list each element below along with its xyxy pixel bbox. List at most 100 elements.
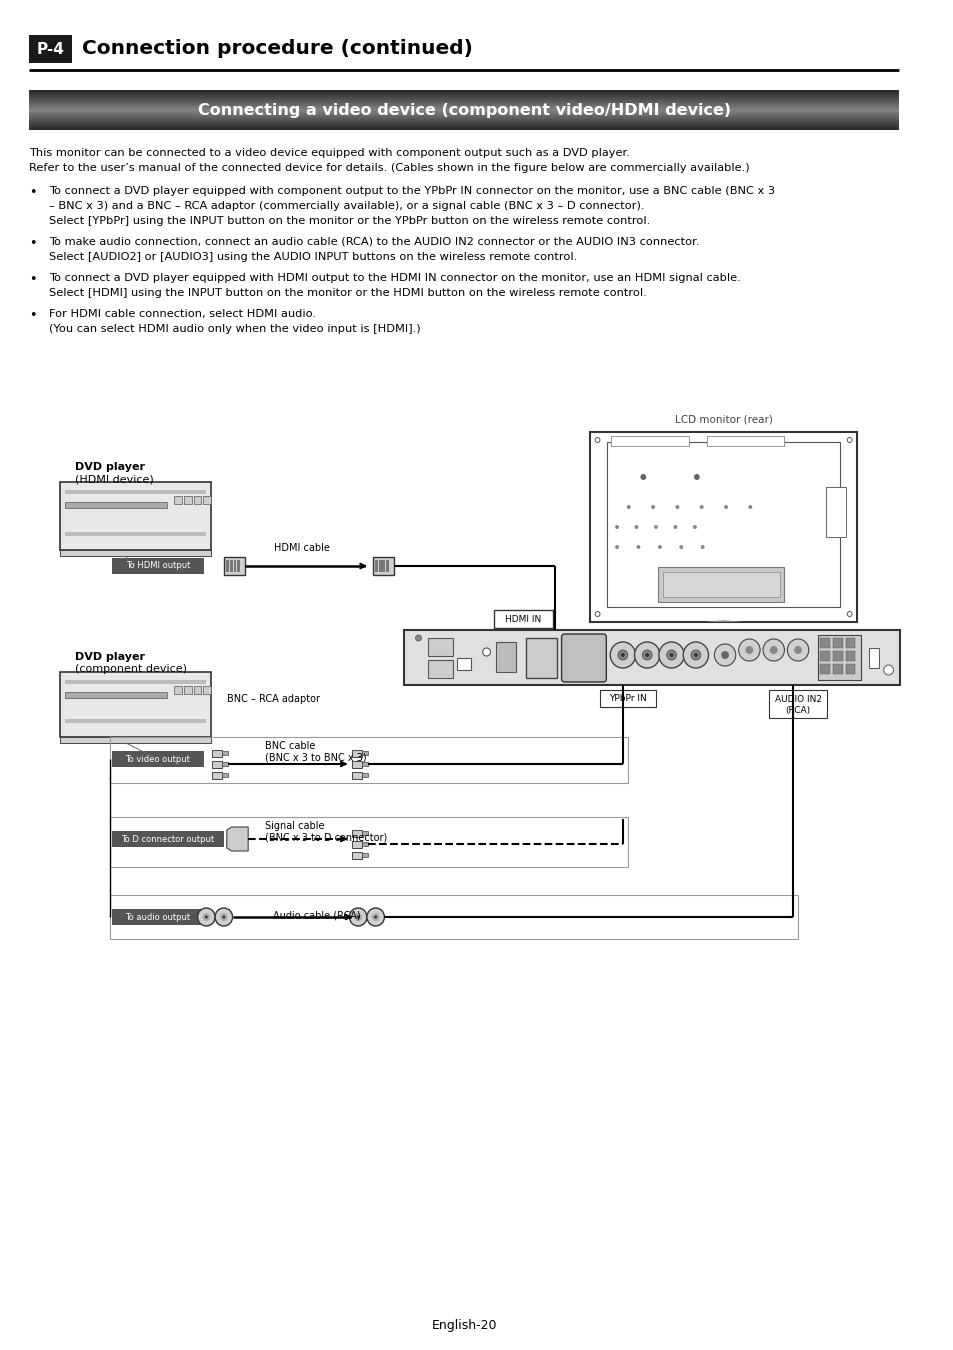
Bar bbox=[352, 772, 362, 779]
Bar bbox=[233, 560, 236, 572]
Circle shape bbox=[846, 612, 851, 617]
Bar bbox=[817, 634, 861, 680]
Circle shape bbox=[679, 545, 682, 549]
Circle shape bbox=[675, 505, 679, 509]
Circle shape bbox=[786, 639, 808, 662]
Bar bbox=[112, 909, 204, 925]
Bar bbox=[362, 761, 368, 765]
Bar bbox=[496, 643, 516, 672]
Circle shape bbox=[762, 639, 783, 662]
Bar bbox=[611, 436, 688, 446]
Bar bbox=[212, 751, 222, 757]
Text: YPbPr IN: YPbPr IN bbox=[608, 694, 646, 703]
Bar bbox=[382, 560, 385, 572]
Circle shape bbox=[723, 505, 727, 509]
Circle shape bbox=[714, 644, 735, 666]
Circle shape bbox=[634, 525, 638, 529]
FancyBboxPatch shape bbox=[561, 634, 606, 682]
Text: HDMI cable: HDMI cable bbox=[274, 543, 330, 554]
Bar bbox=[362, 832, 368, 836]
Text: (You can select HDMI audio only when the video input is [HDMI].): (You can select HDMI audio only when the… bbox=[49, 324, 420, 333]
Bar bbox=[428, 639, 452, 656]
Circle shape bbox=[650, 505, 655, 509]
Bar bbox=[222, 774, 228, 778]
Circle shape bbox=[693, 653, 697, 657]
Text: To video output: To video output bbox=[125, 755, 190, 764]
Bar bbox=[352, 841, 362, 848]
Bar bbox=[845, 651, 855, 661]
Text: To connect a DVD player equipped with HDMI output to the HDMI IN connector on th: To connect a DVD player equipped with HD… bbox=[49, 273, 740, 284]
Circle shape bbox=[354, 913, 362, 921]
Circle shape bbox=[220, 913, 228, 921]
Circle shape bbox=[748, 505, 752, 509]
Circle shape bbox=[595, 612, 599, 617]
Circle shape bbox=[618, 649, 627, 660]
Circle shape bbox=[197, 909, 214, 926]
Bar bbox=[352, 830, 362, 837]
Text: Select [HDMI] using the INPUT button on the monitor or the HDMI button on the wi: Select [HDMI] using the INPUT button on … bbox=[49, 288, 646, 298]
Bar bbox=[362, 774, 368, 778]
Circle shape bbox=[356, 915, 359, 918]
Circle shape bbox=[692, 525, 696, 529]
Circle shape bbox=[693, 474, 700, 481]
Circle shape bbox=[374, 915, 376, 918]
Circle shape bbox=[615, 525, 618, 529]
Text: DVD player: DVD player bbox=[75, 652, 145, 662]
Bar bbox=[60, 737, 211, 742]
Bar bbox=[352, 852, 362, 859]
Bar bbox=[845, 639, 855, 648]
Text: Select [AUDIO2] or [AUDIO3] using the AUDIO INPUT buttons on the wireless remote: Select [AUDIO2] or [AUDIO3] using the AU… bbox=[49, 252, 577, 262]
Bar bbox=[832, 651, 841, 661]
Text: (RCA): (RCA) bbox=[784, 706, 810, 714]
Text: Refer to the user’s manual of the connected device for details. (Cables shown in: Refer to the user’s manual of the connec… bbox=[30, 163, 749, 173]
Circle shape bbox=[626, 505, 630, 509]
Bar bbox=[598, 690, 656, 707]
Text: (component device): (component device) bbox=[75, 664, 187, 674]
Circle shape bbox=[658, 545, 661, 549]
Bar bbox=[30, 35, 71, 63]
Bar bbox=[174, 495, 182, 504]
Bar bbox=[212, 761, 222, 768]
Text: For HDMI cable connection, select HDMI audio.: For HDMI cable connection, select HDMI a… bbox=[49, 309, 315, 319]
Circle shape bbox=[641, 649, 652, 660]
Bar bbox=[65, 720, 206, 724]
Bar bbox=[525, 639, 557, 678]
Circle shape bbox=[744, 647, 753, 653]
Bar bbox=[110, 895, 798, 940]
Circle shape bbox=[620, 653, 624, 657]
Text: P-4: P-4 bbox=[36, 42, 65, 57]
Circle shape bbox=[222, 915, 225, 918]
Text: To audio output: To audio output bbox=[125, 913, 190, 922]
Bar bbox=[110, 817, 627, 867]
Circle shape bbox=[846, 437, 851, 443]
Bar bbox=[662, 572, 779, 597]
Bar bbox=[193, 686, 201, 694]
Text: HDMI IN: HDMI IN bbox=[505, 614, 541, 624]
Bar bbox=[820, 639, 829, 648]
Bar bbox=[112, 832, 224, 846]
Bar bbox=[65, 532, 206, 536]
Bar bbox=[110, 737, 627, 783]
Bar bbox=[362, 751, 368, 755]
Circle shape bbox=[214, 909, 233, 926]
Bar bbox=[65, 490, 206, 494]
Circle shape bbox=[639, 474, 645, 481]
Text: •: • bbox=[30, 186, 36, 198]
Text: BNC cable: BNC cable bbox=[264, 741, 314, 751]
Text: To D connector output: To D connector output bbox=[121, 834, 213, 844]
Bar bbox=[386, 560, 389, 572]
Circle shape bbox=[700, 545, 704, 549]
Bar bbox=[60, 672, 211, 737]
Text: •: • bbox=[30, 238, 36, 250]
Text: •: • bbox=[30, 273, 36, 286]
Bar bbox=[193, 495, 201, 504]
Bar bbox=[222, 751, 228, 755]
Circle shape bbox=[372, 913, 379, 921]
Bar bbox=[203, 686, 211, 694]
Bar bbox=[65, 680, 206, 684]
Bar bbox=[494, 610, 552, 628]
Bar bbox=[352, 761, 362, 768]
Bar bbox=[362, 842, 368, 846]
Polygon shape bbox=[227, 828, 248, 850]
Circle shape bbox=[659, 643, 683, 668]
